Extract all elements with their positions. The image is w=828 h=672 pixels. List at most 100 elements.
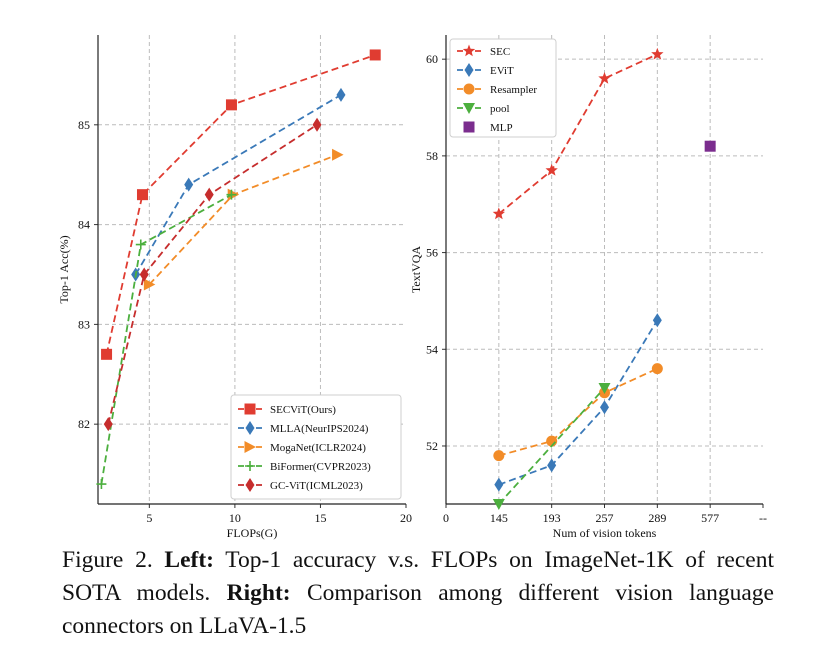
- right-legend-label: MLP: [490, 122, 513, 134]
- right-y-tick-label: 60: [426, 52, 438, 66]
- left-x-tick-label: 10: [229, 511, 241, 525]
- right-data-point: [492, 499, 505, 510]
- left-data-point: [143, 278, 156, 291]
- right-data-point: [598, 72, 611, 84]
- right-data-point: [652, 313, 662, 328]
- right-legend-label: pool: [490, 103, 510, 115]
- right-series-line: [498, 53, 658, 215]
- left-chart: 5 10 15 20 82 83 84 85 FLOPs(G) Top-1 Acc(%) SECVi…: [57, 35, 412, 540]
- left-legend-label: SECViT(Ours): [270, 404, 336, 416]
- left-legend-marker: [245, 421, 255, 435]
- right-legend-label: SEC: [490, 46, 510, 58]
- right-y-axis-label: TextVQA: [409, 246, 423, 293]
- left-data-point: [136, 189, 148, 201]
- right-y-tick-label: 52: [426, 439, 438, 453]
- left-series-0: [101, 49, 381, 360]
- right-data-point: [494, 477, 504, 492]
- caption-right-label: Right:: [226, 580, 291, 606]
- left-y-tick-label: 85: [78, 118, 90, 132]
- caption-right-text: Comparison among different vision langua…: [62, 580, 774, 639]
- right-data-point: [651, 363, 663, 375]
- left-legend-box: [230, 394, 402, 500]
- figure-charts: 5 10 15 20 82 83 84 85 FLOPs(G) Top-1 Acc(%) SECVi…: [57, 35, 767, 540]
- right-x-tick-label: --: [759, 511, 767, 525]
- right-data-point: [492, 207, 505, 220]
- left-data-point: [332, 148, 344, 161]
- right-legend-box: [449, 38, 557, 138]
- right-x-tick-label: 145: [490, 511, 508, 525]
- left-data-point: [184, 177, 194, 192]
- left-data-point: [226, 189, 237, 200]
- right-x-tick-label: 577: [701, 511, 719, 525]
- right-data-point: [547, 458, 557, 473]
- left-data-point: [336, 87, 346, 102]
- left-series-line: [100, 193, 232, 485]
- left-legend-marker: [244, 403, 256, 415]
- right-series-line: [498, 367, 658, 457]
- right-legend-marker: [463, 121, 475, 133]
- left-series-line: [148, 153, 338, 286]
- right-series-line: [498, 319, 659, 486]
- right-legend-label: EViT: [490, 65, 514, 77]
- left-legend-marker: [244, 441, 256, 453]
- right-data-point: [545, 163, 558, 176]
- caption-left-text: Top-1 accuracy v.s. FLOPs on ImageNet-1K…: [62, 547, 774, 606]
- left-x-tick-label: 20: [400, 511, 412, 525]
- left-legend-label: GC-ViT(ICML2023): [270, 480, 363, 492]
- right-series-0: [492, 47, 664, 220]
- left-legend-label: MLLA(NeurIPS2024): [270, 423, 369, 435]
- left-series-2: [143, 148, 344, 291]
- right-series-1: [494, 313, 662, 492]
- left-legend-marker: [245, 478, 255, 492]
- right-legend-label: Resampler: [490, 84, 537, 96]
- left-data-point: [204, 187, 214, 202]
- right-legend: SEC EViT Resampler pool MLP: [449, 38, 557, 138]
- right-data-point: [598, 382, 611, 394]
- left-legend: SECViT(Ours) MLLA(NeurIPS2024) MogaNet(ICL…: [230, 394, 402, 500]
- caption-prefix: Figure 2.: [62, 547, 165, 573]
- right-series-line: [498, 387, 606, 505]
- left-series-4: [103, 117, 322, 432]
- right-y-tick-label: 58: [426, 149, 438, 163]
- left-x-axis-label: FLOPs(G): [227, 526, 278, 540]
- left-legend-label: BiFormer(CVPR2023): [270, 461, 371, 473]
- left-data-point: [369, 49, 381, 61]
- left-y-tick-label: 82: [78, 417, 90, 431]
- left-series-3: [96, 189, 237, 490]
- right-y-tick-label: 56: [426, 246, 438, 260]
- right-series-3: [492, 382, 611, 510]
- left-data-point: [139, 267, 149, 282]
- left-data-point: [312, 117, 322, 132]
- left-y-axis-label: Top-1 Acc(%): [57, 235, 71, 303]
- left-data-point: [103, 417, 113, 432]
- right-data-point: [493, 450, 505, 462]
- right-chart: 0 145 193 257 289 577 -- 52 54 56 58 60 Num of visio…: [409, 35, 767, 540]
- left-series-line: [107, 124, 318, 425]
- left-legend-marker: [245, 461, 255, 471]
- left-legend-label: MogaNet(ICLR2024): [270, 442, 366, 454]
- figure-caption: Figure 2. Left: Top-1 accuracy v.s. FLOP…: [62, 544, 774, 643]
- left-data-point: [96, 479, 107, 490]
- right-series-4: [704, 140, 716, 152]
- right-legend-marker: [463, 103, 475, 114]
- left-data-point: [135, 239, 146, 250]
- left-data-point: [101, 348, 113, 360]
- left-series-line: [105, 54, 376, 355]
- right-legend-marker: [463, 83, 475, 95]
- right-x-tick-label: 257: [596, 511, 614, 525]
- left-series-1: [131, 87, 346, 282]
- left-y-tick-label: 84: [78, 218, 90, 232]
- left-x-tick-label: 15: [314, 511, 326, 525]
- right-legend-marker: [462, 44, 476, 57]
- right-y-tick-label: 54: [426, 342, 438, 356]
- caption-left-label: Left:: [164, 547, 215, 573]
- right-x-tick-label: 0: [443, 511, 449, 525]
- left-y-tick-label: 83: [78, 317, 90, 331]
- right-data-point: [651, 47, 664, 60]
- left-x-tick-label: 5: [146, 511, 152, 525]
- right-data-point: [704, 140, 716, 152]
- right-x-tick-label: 289: [648, 511, 666, 525]
- left-data-point: [225, 99, 237, 111]
- right-x-axis-label: Num of vision tokens: [553, 526, 657, 540]
- right-x-tick-label: 193: [543, 511, 561, 525]
